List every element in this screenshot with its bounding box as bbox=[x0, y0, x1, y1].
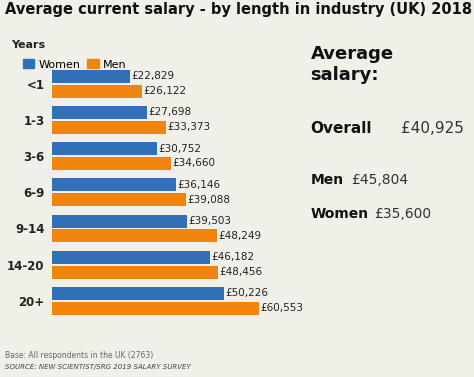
Bar bbox=[52, 106, 147, 119]
Text: £33,373: £33,373 bbox=[168, 122, 211, 132]
Text: £40,925: £40,925 bbox=[401, 121, 464, 136]
Text: Years: Years bbox=[11, 40, 46, 50]
Text: £39,503: £39,503 bbox=[189, 216, 232, 226]
Text: £45,804: £45,804 bbox=[351, 173, 408, 187]
Text: £30,752: £30,752 bbox=[159, 144, 202, 154]
Bar bbox=[52, 142, 157, 155]
Bar bbox=[52, 302, 259, 315]
Bar bbox=[52, 193, 186, 206]
Text: £39,088: £39,088 bbox=[187, 195, 230, 205]
Text: £48,249: £48,249 bbox=[219, 231, 262, 241]
Bar bbox=[52, 265, 218, 279]
Text: Overall: Overall bbox=[310, 121, 372, 136]
Text: £26,122: £26,122 bbox=[143, 86, 186, 96]
Text: £48,456: £48,456 bbox=[219, 267, 263, 277]
Text: Women: Women bbox=[310, 207, 369, 221]
Text: Average current salary - by length in industry (UK) 2018: Average current salary - by length in in… bbox=[5, 2, 472, 17]
Bar bbox=[52, 215, 187, 228]
Bar bbox=[52, 70, 130, 83]
Text: £50,226: £50,226 bbox=[226, 288, 268, 299]
Bar bbox=[52, 157, 171, 170]
Bar bbox=[52, 84, 142, 98]
Bar bbox=[52, 178, 176, 192]
Text: £46,182: £46,182 bbox=[211, 252, 255, 262]
Text: Men: Men bbox=[310, 173, 344, 187]
Text: Average
salary:: Average salary: bbox=[310, 45, 393, 84]
Text: £27,698: £27,698 bbox=[148, 107, 191, 118]
Text: £36,146: £36,146 bbox=[177, 180, 220, 190]
Text: £34,660: £34,660 bbox=[172, 158, 215, 169]
Bar bbox=[52, 121, 166, 134]
Bar bbox=[52, 229, 217, 242]
Text: £22,829: £22,829 bbox=[132, 71, 175, 81]
Text: Base: All respondents in the UK (2763): Base: All respondents in the UK (2763) bbox=[5, 351, 153, 360]
Legend: Women, Men: Women, Men bbox=[23, 60, 127, 70]
Text: SOURCE: NEW SCIENTIST/SRG 2019 SALARY SURVEY: SOURCE: NEW SCIENTIST/SRG 2019 SALARY SU… bbox=[5, 364, 191, 370]
Bar bbox=[52, 287, 224, 300]
Bar bbox=[52, 251, 210, 264]
Text: £60,553: £60,553 bbox=[261, 303, 304, 313]
Text: £35,600: £35,600 bbox=[374, 207, 432, 221]
